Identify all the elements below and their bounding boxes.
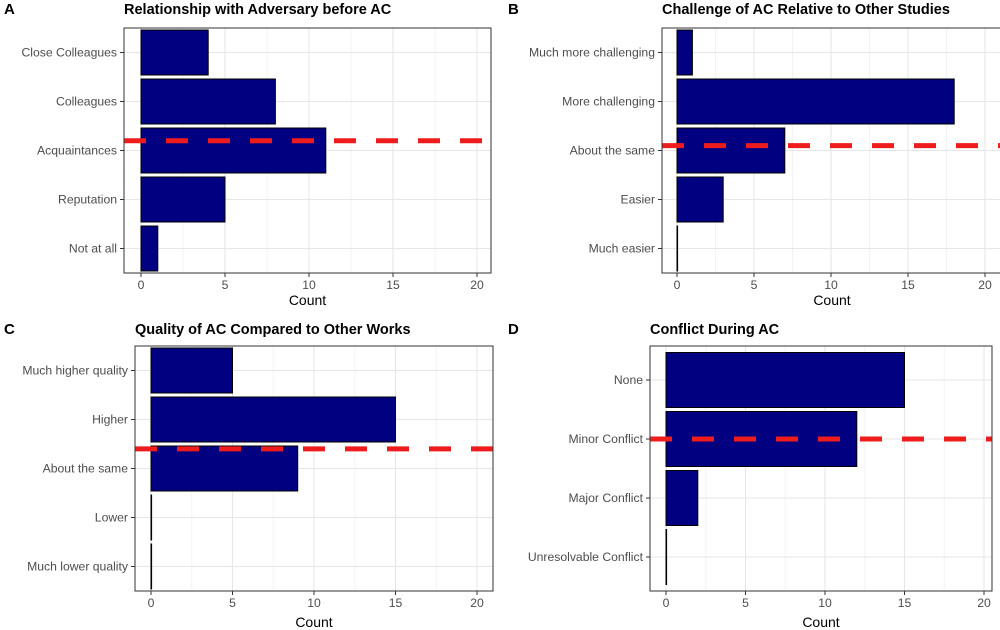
- x-tick-label: 5: [742, 596, 749, 610]
- x-tick-label: 15: [386, 278, 400, 292]
- category-label: Major Conflict: [569, 491, 644, 505]
- x-tick-label: 10: [307, 596, 321, 610]
- bar: [676, 225, 679, 272]
- category-label: Much more challenging: [529, 46, 655, 60]
- x-tick-label: 20: [470, 596, 484, 610]
- bar: [150, 347, 233, 394]
- category-label: About the same: [570, 144, 656, 158]
- category-label: Higher: [92, 413, 128, 427]
- bar: [150, 494, 153, 541]
- category-label: None: [614, 373, 643, 387]
- panel-d: D Conflict During AC None Minor Conflict Maj…: [508, 321, 993, 630]
- category-label: Acquaintances: [37, 144, 117, 158]
- x-tick-label: 10: [302, 278, 316, 292]
- panel-b: B Challenge of AC Relative to Other Studi…: [508, 1, 1000, 308]
- bar: [150, 396, 396, 443]
- bar: [140, 29, 209, 76]
- x-tick-label: 10: [824, 278, 838, 292]
- category-label: Close Colleagues: [21, 46, 117, 60]
- chart-title: Challenge of AC Relative to Other Studie…: [662, 2, 950, 18]
- x-tick-label: 0: [674, 278, 681, 292]
- panel-border: [649, 345, 993, 592]
- bar: [140, 225, 159, 272]
- panel-letter: B: [508, 1, 519, 18]
- category-label: More challenging: [562, 95, 655, 109]
- x-tick-label: 20: [977, 596, 991, 610]
- category-label: Not at all: [69, 242, 117, 256]
- x-tick-label: 10: [818, 596, 832, 610]
- bar: [676, 176, 724, 223]
- category-label: Reputation: [58, 193, 117, 207]
- category-label: Easier: [620, 193, 655, 207]
- category-label: Much lower quality: [27, 560, 129, 574]
- panel-letter: C: [4, 321, 15, 338]
- category-label: About the same: [43, 462, 129, 476]
- bar: [676, 127, 786, 174]
- x-tick-label: 0: [663, 596, 670, 610]
- bar: [140, 127, 327, 174]
- category-label: Much higher quality: [22, 364, 129, 378]
- bar: [140, 78, 276, 125]
- x-axis-title: Count: [295, 614, 332, 630]
- bar: [150, 445, 299, 492]
- x-tick-label: 0: [148, 596, 155, 610]
- panel-letter: A: [4, 1, 15, 18]
- x-tick-label: 15: [901, 278, 915, 292]
- bar: [665, 352, 905, 408]
- panel-c: C Quality of AC Compared to Other Works Mu…: [4, 321, 494, 630]
- x-tick-label: 20: [978, 278, 992, 292]
- category-label: Lower: [95, 511, 128, 525]
- bar: [150, 543, 153, 590]
- x-tick-label: 20: [470, 278, 484, 292]
- bar: [665, 470, 699, 526]
- chart-title: Quality of AC Compared to Other Works: [135, 322, 411, 338]
- x-tick-label: 15: [898, 596, 912, 610]
- x-axis-title: Count: [289, 292, 326, 308]
- x-tick-label: 0: [138, 278, 145, 292]
- bar: [676, 29, 693, 76]
- category-label: Colleagues: [56, 95, 117, 109]
- bar: [676, 78, 955, 125]
- bar: [140, 176, 226, 223]
- chart-title: Conflict During AC: [650, 322, 780, 338]
- category-label: Minor Conflict: [569, 432, 644, 446]
- panel-letter: D: [508, 321, 519, 338]
- chart-title: Relationship with Adversary before AC: [124, 2, 392, 18]
- x-tick-label: 5: [751, 278, 758, 292]
- category-label: Unresolvable Conflict: [528, 550, 644, 564]
- x-tick-label: 5: [229, 596, 236, 610]
- panel-a: A Relationship with Adversary before AC Cl…: [4, 1, 492, 308]
- x-axis-title: Count: [813, 292, 850, 308]
- x-axis-title: Count: [802, 614, 839, 630]
- x-tick-label: 5: [222, 278, 229, 292]
- x-tick-label: 15: [389, 596, 403, 610]
- category-label: Much easier: [589, 242, 655, 256]
- bar: [665, 529, 668, 585]
